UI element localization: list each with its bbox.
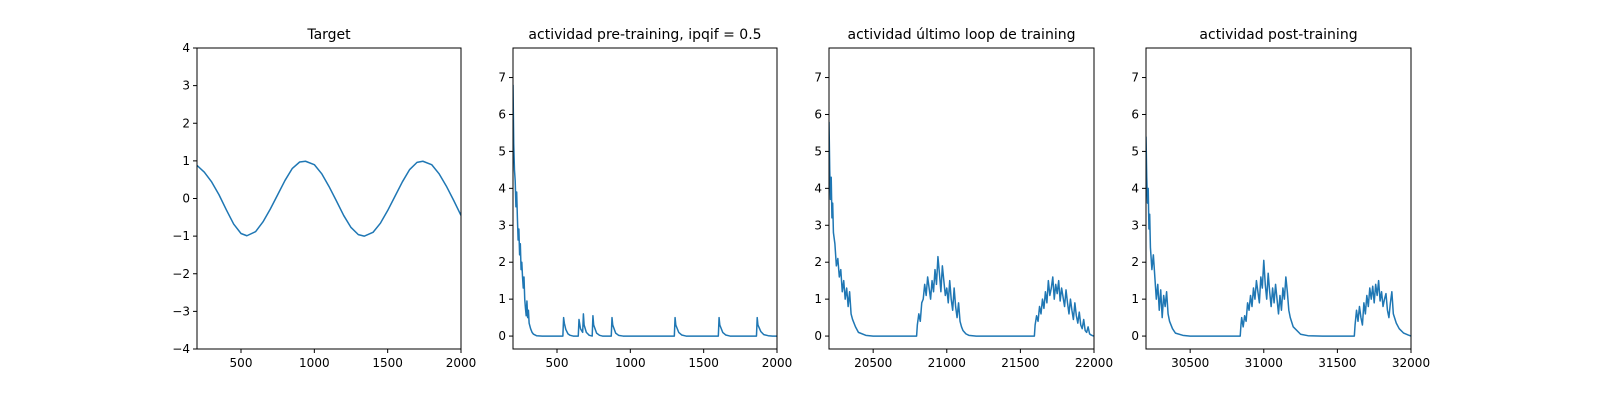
y-tick-label: 5	[1131, 144, 1139, 158]
y-tick-label: 4	[1131, 181, 1139, 195]
x-tick-label: 500	[546, 356, 569, 370]
y-tick-label: 4	[814, 181, 822, 195]
y-tick-label: 5	[814, 144, 822, 158]
y-tick-label: 5	[498, 144, 506, 158]
x-tick-label: 1000	[299, 356, 330, 370]
x-tick-label: 2000	[446, 356, 477, 370]
y-tick-label: 0	[498, 329, 506, 343]
y-tick-label: 2	[182, 116, 190, 130]
y-tick-label: 3	[1131, 218, 1139, 232]
y-tick-label: 6	[814, 107, 822, 121]
series-line	[1146, 136, 1411, 337]
x-tick-label: 1500	[688, 356, 719, 370]
y-tick-label: 3	[182, 79, 190, 93]
x-tick-label: 31000	[1245, 356, 1283, 370]
subplot-title: Target	[306, 27, 351, 43]
y-tick-label: 2	[1131, 255, 1139, 269]
y-tick-label: 1	[1131, 292, 1139, 306]
subplot-title: actividad pre-training, ipqif = 0.5	[528, 27, 761, 43]
y-tick-label: 7	[498, 71, 506, 85]
x-tick-label: 21500	[1001, 356, 1039, 370]
subplot-last-training-loop: actividad último loop de training 20500 2…	[814, 27, 1113, 370]
y-tick-label: 0	[1131, 329, 1139, 343]
x-tick-label: 2000	[762, 356, 793, 370]
y-tick-label: 3	[814, 218, 822, 232]
y-tick-label: 1	[814, 292, 822, 306]
y-tick-label: 6	[498, 107, 506, 121]
y-tick-label: −4	[172, 342, 190, 356]
y-tick-label: 7	[1131, 71, 1139, 85]
y-tick-label: 4	[182, 41, 190, 55]
y-tick-label: 2	[498, 255, 506, 269]
y-tick-label: −3	[172, 304, 190, 318]
y-tick-label: 7	[814, 71, 822, 85]
x-tick-label: 31500	[1318, 356, 1356, 370]
subplot-pre-training: actividad pre-training, ipqif = 0.5 500 1…	[498, 27, 792, 370]
x-tick-label: 30500	[1171, 356, 1209, 370]
y-tick-label: 6	[1131, 107, 1139, 121]
axes-frame	[1145, 47, 1412, 350]
axes-frame	[512, 47, 778, 350]
subplot-post-training: actividad post-training 30500 31000 31500 3…	[1131, 27, 1430, 370]
y-tick-label: 1	[182, 154, 190, 168]
series-line	[197, 160, 461, 237]
y-tick-label: −2	[172, 267, 190, 281]
x-tick-label: 1500	[372, 356, 403, 370]
series-line	[829, 121, 1094, 337]
y-tick-label: 0	[814, 329, 822, 343]
x-tick-label: 1000	[615, 356, 646, 370]
subplot-title: actividad post-training	[1199, 27, 1357, 43]
x-tick-label: 21000	[928, 356, 966, 370]
y-tick-label: 2	[814, 255, 822, 269]
y-tick-label: 3	[498, 218, 506, 232]
y-tick-label: 0	[182, 192, 190, 206]
subplot-title: actividad último loop de training	[848, 27, 1076, 43]
x-tick-label: 32000	[1392, 356, 1430, 370]
series-line	[513, 84, 777, 337]
x-tick-label: 500	[230, 356, 253, 370]
axes-frame	[196, 47, 462, 350]
subplot-target: Target 500 1000 1500 2000 −4 −3 −2 −1 0 1 2 3 4	[172, 27, 476, 370]
x-tick-label: 22000	[1075, 356, 1113, 370]
y-tick-label: 1	[498, 292, 506, 306]
y-tick-label: 4	[498, 181, 506, 195]
x-tick-label: 20500	[854, 356, 892, 370]
y-tick-label: −1	[172, 229, 190, 243]
axes-frame	[828, 47, 1095, 350]
